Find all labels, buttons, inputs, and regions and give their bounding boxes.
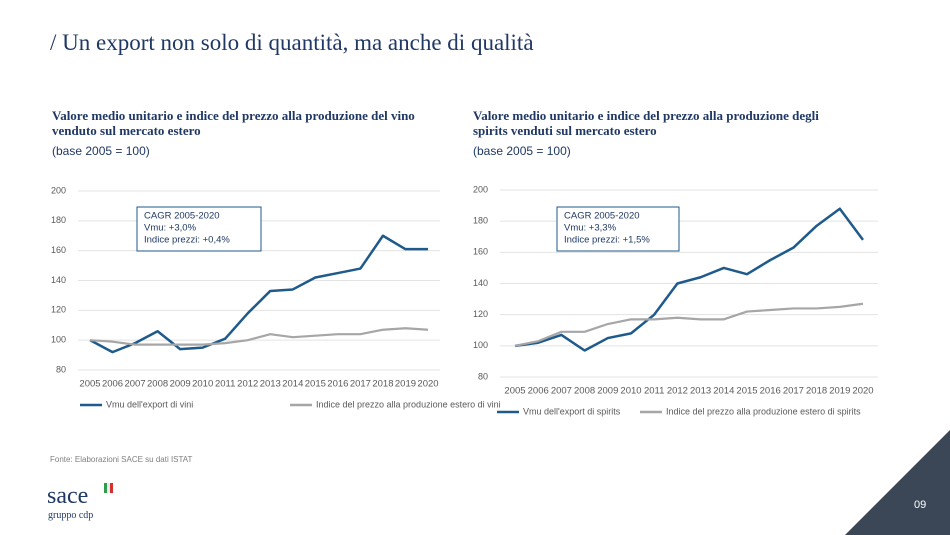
annotation: Indice prezzi: +0,4% xyxy=(144,235,230,246)
annotation: Vmu: +3,0% xyxy=(144,223,197,234)
series-line xyxy=(514,302,864,347)
flag xyxy=(110,483,113,493)
x-tick-label: 2013 xyxy=(260,379,281,390)
logo-sub: gruppo cdp xyxy=(48,510,94,521)
y-tick-label: 120 xyxy=(51,305,66,315)
page-number: 09 xyxy=(914,499,927,511)
x-tick-label: 2019 xyxy=(395,379,416,390)
y-tick-label: 200 xyxy=(473,184,488,194)
x-tick-label: 2006 xyxy=(528,386,549,397)
x-tick-label: 2014 xyxy=(713,386,734,397)
x-tick-label: 2011 xyxy=(644,386,664,397)
x-tick-label: 2012 xyxy=(667,386,688,397)
logo: sace xyxy=(47,483,89,509)
x-tick-label: 2014 xyxy=(282,379,303,390)
y-tick-label: 180 xyxy=(51,215,66,225)
y-tick-label: 140 xyxy=(51,275,66,285)
legend-label: Indice del prezzo alla produzione estero… xyxy=(316,399,501,409)
annotation: CAGR 2005-2020 xyxy=(144,211,220,222)
x-tick-label: 2008 xyxy=(574,386,595,397)
x-tick-label: 2010 xyxy=(192,379,213,390)
x-tick-label: 2009 xyxy=(597,386,618,397)
flag xyxy=(104,483,107,493)
x-tick-label: 2018 xyxy=(806,386,827,397)
x-tick-label: 2009 xyxy=(170,379,191,390)
y-tick-label: 80 xyxy=(56,364,66,374)
x-tick-label: 2015 xyxy=(305,379,326,390)
x-tick-label: 2015 xyxy=(736,386,757,397)
x-tick-label: 2017 xyxy=(783,386,804,397)
x-tick-label: 2011 xyxy=(215,379,235,390)
x-tick-label: 2020 xyxy=(417,379,438,390)
chart-subtitle: (base 2005 = 100) xyxy=(52,144,150,158)
x-tick-label: 2016 xyxy=(327,379,348,390)
series-line xyxy=(514,207,865,352)
x-tick-label: 2013 xyxy=(690,386,711,397)
x-tick-label: 2006 xyxy=(102,379,123,390)
y-tick-label: 160 xyxy=(473,247,488,257)
y-tick-label: 180 xyxy=(473,216,488,226)
x-tick-label: 2019 xyxy=(829,386,850,397)
x-tick-label: 2007 xyxy=(551,386,572,397)
y-tick-label: 100 xyxy=(51,335,66,345)
legend-label: Vmu dell'export di spirits xyxy=(523,406,621,416)
annotation: Vmu: +3,3% xyxy=(564,223,617,234)
page-title: / Un export non solo di quantità, ma anc… xyxy=(50,30,534,55)
y-tick-label: 120 xyxy=(473,309,488,319)
x-tick-label: 2020 xyxy=(852,386,873,397)
x-tick-label: 2012 xyxy=(237,379,258,390)
chart-subtitle: (base 2005 = 100) xyxy=(473,144,571,158)
x-tick-label: 2007 xyxy=(124,379,145,390)
y-tick-label: 200 xyxy=(51,185,66,195)
x-tick-label: 2005 xyxy=(79,379,100,390)
x-tick-label: 2016 xyxy=(760,386,781,397)
x-tick-label: 2010 xyxy=(620,386,641,397)
annotation-box xyxy=(136,206,262,252)
x-tick-label: 2017 xyxy=(350,379,371,390)
y-tick-label: 140 xyxy=(473,278,488,288)
flag xyxy=(107,483,110,493)
chart-title: Valore medio unitario e indice del prezz… xyxy=(52,108,415,138)
legend-label: Indice del prezzo alla produzione estero… xyxy=(666,406,861,416)
source: Fonte: Elaborazioni SACE su dati ISTAT xyxy=(50,455,193,464)
x-tick-label: 2005 xyxy=(504,386,525,397)
annotation: CAGR 2005-2020 xyxy=(564,211,640,222)
series-line xyxy=(89,327,429,346)
legend-label: Vmu dell'export di vini xyxy=(106,399,193,409)
x-tick-label: 2018 xyxy=(372,379,393,390)
annotation: Indice prezzi: +1,5% xyxy=(564,235,650,246)
series-line xyxy=(89,234,428,354)
corner-shape xyxy=(845,430,950,535)
annotation-box xyxy=(556,206,680,252)
y-tick-label: 160 xyxy=(51,245,66,255)
chart-title: Valore medio unitario e indice del prezz… xyxy=(473,108,819,138)
x-tick-label: 2008 xyxy=(147,379,168,390)
y-tick-label: 100 xyxy=(473,340,488,350)
y-tick-label: 80 xyxy=(478,371,488,381)
